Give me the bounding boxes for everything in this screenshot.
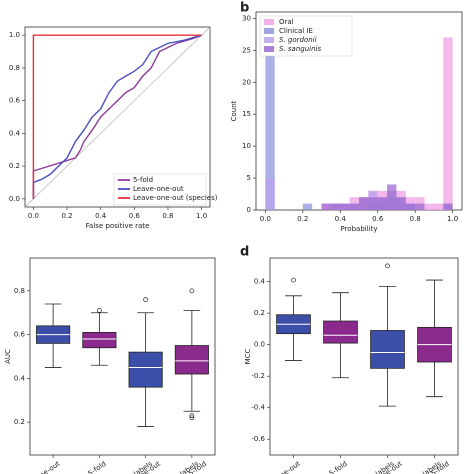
x-tick-label: 5-fold — [87, 460, 108, 474]
flier — [189, 288, 195, 294]
histogram-bar — [340, 203, 350, 210]
plot-frame — [269, 257, 459, 456]
roc-curve — [32, 34, 202, 199]
histogram-bar — [321, 203, 331, 210]
legend-label: S. gordonii — [279, 36, 317, 44]
y-tick-label: 15 — [242, 110, 251, 118]
y-tick-label: 25 — [242, 46, 251, 54]
y-axis-label: Count — [230, 100, 238, 121]
x-axis-label: False positive rate — [86, 222, 150, 230]
y-tick-label: 20 — [242, 78, 251, 86]
y-tick-label: 0.4 — [14, 374, 26, 382]
y-tick-label: 5 — [247, 174, 251, 182]
flier — [291, 277, 296, 283]
x-tick-label: 5-fold — [328, 460, 349, 474]
y-tick-label: 0.6 — [9, 97, 21, 105]
plot-frame — [29, 257, 216, 456]
x-tick-label: 0.6 — [129, 212, 141, 220]
histogram-bar — [396, 197, 406, 210]
y-tick-label: -0.4 — [251, 404, 265, 412]
y-tick-label: 0.2 — [254, 309, 265, 317]
flier — [385, 263, 390, 269]
x-axis-label: Probability — [340, 225, 377, 233]
reference-diagonal — [24, 26, 211, 208]
panel-label: d — [240, 245, 249, 260]
y-tick-label: 0.2 — [14, 418, 25, 426]
y-tick-label: 0.4 — [254, 278, 266, 286]
legend-swatch — [264, 28, 274, 34]
histogram-bar — [265, 24, 275, 210]
legend-swatch — [264, 19, 274, 25]
legend-label: Oral — [279, 18, 294, 26]
y-axis-label: MCC — [244, 348, 252, 364]
legend-label: S. sanguinis — [279, 45, 321, 53]
histogram-bar — [302, 203, 313, 210]
histogram-bar — [405, 203, 416, 210]
x-tick-label: Leave-one-out — [15, 460, 61, 474]
flier — [143, 297, 148, 302]
legend-swatch — [264, 46, 274, 52]
histogram-bar — [424, 203, 434, 210]
y-tick-label: 0 — [247, 206, 251, 214]
x-tick-label: 0.2 — [61, 212, 72, 220]
y-tick-label: 0.6 — [14, 331, 26, 339]
flier — [189, 415, 195, 421]
x-tick-label: 1.0 — [447, 215, 458, 223]
y-tick-label: -0.6 — [251, 435, 265, 443]
legend-label: 5-fold — [133, 176, 153, 184]
legend-label: Leave-one-out — [133, 185, 184, 193]
histogram-bar — [349, 203, 359, 210]
y-tick-label: 0.0 — [254, 341, 265, 349]
roc-curve — [32, 34, 202, 199]
x-tick-label: 0.0 — [260, 215, 271, 223]
y-tick-label: 0.8 — [14, 287, 25, 295]
panel-label: b — [240, 1, 249, 16]
x-tick-label: 0.6 — [372, 215, 384, 223]
box — [370, 330, 405, 369]
x-tick-label: 0.4 — [95, 212, 107, 220]
y-tick-label: 30 — [242, 14, 251, 22]
y-tick-label: 0.2 — [9, 162, 20, 170]
flier — [97, 308, 102, 313]
x-tick-label: 0.0 — [28, 212, 39, 220]
histogram-bar — [368, 197, 378, 210]
flier — [189, 413, 195, 418]
x-tick-label: 0.2 — [297, 215, 308, 223]
y-tick-label: 10 — [242, 142, 251, 150]
y-tick-label: 0.4 — [9, 129, 21, 137]
y-tick-label: 0.8 — [9, 64, 20, 72]
x-tick-label: Leave-one-out — [256, 460, 302, 474]
histogram-bar — [377, 197, 388, 210]
x-tick-label: 0.8 — [410, 215, 421, 223]
y-axis-label: AUC — [4, 349, 12, 364]
histogram-bar — [330, 203, 341, 210]
y-tick-label: 1.0 — [9, 31, 20, 39]
histogram-bar — [433, 203, 444, 210]
legend-swatch — [264, 37, 274, 43]
histogram-bar — [359, 197, 369, 210]
legend-label: Clinical IE — [279, 27, 313, 35]
legend-label: Leave-one-out (species) — [133, 194, 218, 202]
roc-curve — [32, 34, 202, 199]
x-tick-label: 1.0 — [196, 212, 207, 220]
legend-box — [259, 15, 353, 57]
x-tick-label: 0.8 — [162, 212, 173, 220]
histogram-bar — [415, 203, 425, 210]
histogram-bar — [265, 178, 275, 210]
box — [82, 332, 117, 349]
plot-frame — [24, 26, 211, 208]
box — [128, 351, 163, 388]
x-tick-label: 0.4 — [335, 215, 347, 223]
box — [174, 345, 209, 375]
y-tick-label: -0.2 — [251, 372, 265, 380]
y-tick-label: 0.0 — [9, 195, 20, 203]
histogram-bar — [443, 203, 453, 210]
histogram-bar — [387, 184, 397, 210]
box — [323, 320, 358, 344]
histogram-bar — [443, 37, 453, 210]
